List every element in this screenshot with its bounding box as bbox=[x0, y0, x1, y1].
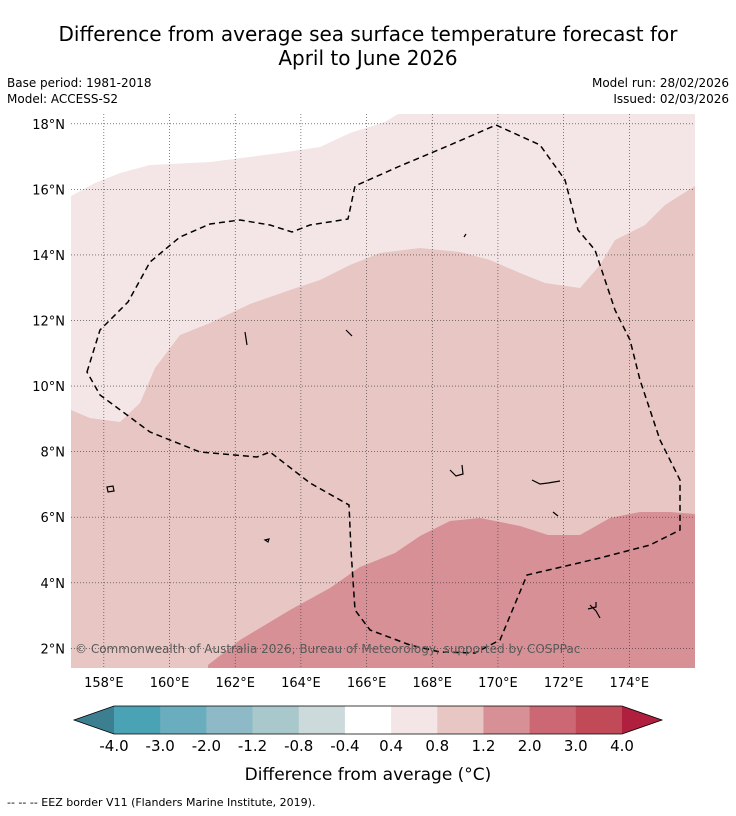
colorbar-swatch bbox=[298, 706, 346, 734]
anomaly-field bbox=[71, 114, 695, 668]
colorbar-label: -0.8 bbox=[284, 737, 313, 755]
colorbar-swatch bbox=[483, 706, 531, 734]
colorbar-high-extend bbox=[622, 706, 662, 734]
copyright-text: © Commonwealth of Australia 2026, Bureau… bbox=[75, 642, 580, 656]
colorbar-label: 3.0 bbox=[564, 737, 588, 755]
lat-tick-label: 12°N bbox=[32, 315, 65, 330]
lon-tick-label: 162°E bbox=[215, 676, 255, 691]
lon-tick-label: 166°E bbox=[347, 676, 387, 691]
lat-tick-label: 4°N bbox=[41, 577, 66, 592]
base-period: Base period: 1981-2018 bbox=[7, 76, 152, 90]
lon-tick-label: 174°E bbox=[610, 676, 650, 691]
lat-tick-label: 6°N bbox=[41, 511, 66, 526]
colorbar-label: -4.0 bbox=[99, 737, 128, 755]
colorbar-swatch bbox=[529, 706, 577, 734]
model-run: Model run: 28/02/2026 bbox=[591, 76, 729, 90]
colorbar-label: 4.0 bbox=[610, 737, 634, 755]
lon-tick-label: 160°E bbox=[150, 676, 190, 691]
colorbar-swatch bbox=[575, 706, 623, 734]
colorbar-low-extend bbox=[74, 706, 114, 734]
colorbar-swatch bbox=[160, 706, 207, 734]
colorbar-label: 0.8 bbox=[425, 737, 449, 755]
colorbar-swatch bbox=[344, 706, 392, 734]
colorbar-label: -2.0 bbox=[192, 737, 221, 755]
gridlines bbox=[71, 114, 695, 668]
colorbar-swatch bbox=[252, 706, 300, 734]
colorbar-swatch bbox=[437, 706, 484, 734]
lon-tick-label: 158°E bbox=[84, 676, 124, 691]
band-1-2-to-2-0 bbox=[208, 512, 695, 668]
colorbar-title: Difference from average (°C) bbox=[245, 765, 492, 785]
footnote: -- -- -- EEZ border V11 (Flanders Marine… bbox=[7, 796, 316, 809]
colorbar-label: -3.0 bbox=[146, 737, 175, 755]
colorbar-swatch bbox=[114, 706, 161, 734]
lat-tick-label: 8°N bbox=[41, 446, 66, 461]
issued-date: Issued: 02/03/2026 bbox=[613, 92, 729, 106]
lat-tick-label: 10°N bbox=[32, 380, 65, 395]
lon-tick-label: 168°E bbox=[412, 676, 452, 691]
title-line-1: Difference from average sea surface temp… bbox=[58, 22, 678, 46]
eez-border bbox=[86, 124, 681, 654]
colorbar: -4.0 -3.0 -2.0 -1.2 -0.8 -0.4 0.4 0.8 1.2 2.0 3.0 4… bbox=[72, 705, 664, 755]
lon-tick-label: 172°E bbox=[544, 676, 584, 691]
chart-title: Difference from average sea surface temp… bbox=[0, 22, 736, 70]
lon-tick-label: 164°E bbox=[281, 676, 321, 691]
colorbar-label: 0.4 bbox=[379, 737, 403, 755]
lat-tick-label: 2°N bbox=[41, 642, 66, 657]
meta-right: Model run: 28/02/2026 Issued: 02/03/2026 bbox=[592, 75, 729, 107]
islands bbox=[106, 233, 601, 619]
colorbar-outline bbox=[72, 705, 664, 735]
colorbar-label: 1.2 bbox=[472, 737, 496, 755]
lat-tick-label: 14°N bbox=[32, 249, 65, 264]
colorbar-swatch bbox=[391, 706, 438, 734]
lat-tick-labels: 2°N 4°N 6°N 8°N 10°N 12°N 14°N 16°N 18°N bbox=[32, 118, 65, 657]
title-line-2: April to June 2026 bbox=[278, 46, 458, 70]
lon-tick-labels: 158°E 160°E 162°E 164°E 166°E 168°E 170°E 172°E… bbox=[84, 676, 649, 691]
colorbar-swatch bbox=[206, 706, 254, 734]
lat-tick-label: 16°N bbox=[32, 183, 65, 198]
colorbar-label: -0.4 bbox=[330, 737, 359, 755]
model-name: Model: ACCESS-S2 bbox=[7, 92, 119, 106]
colorbar-label: -1.2 bbox=[238, 737, 267, 755]
meta-left: Base period: 1981-2018 Model: ACCESS-S2 bbox=[7, 75, 152, 107]
colorbar-label: 2.0 bbox=[518, 737, 542, 755]
lat-tick-label: 18°N bbox=[32, 118, 65, 133]
lon-tick-label: 170°E bbox=[478, 676, 518, 691]
